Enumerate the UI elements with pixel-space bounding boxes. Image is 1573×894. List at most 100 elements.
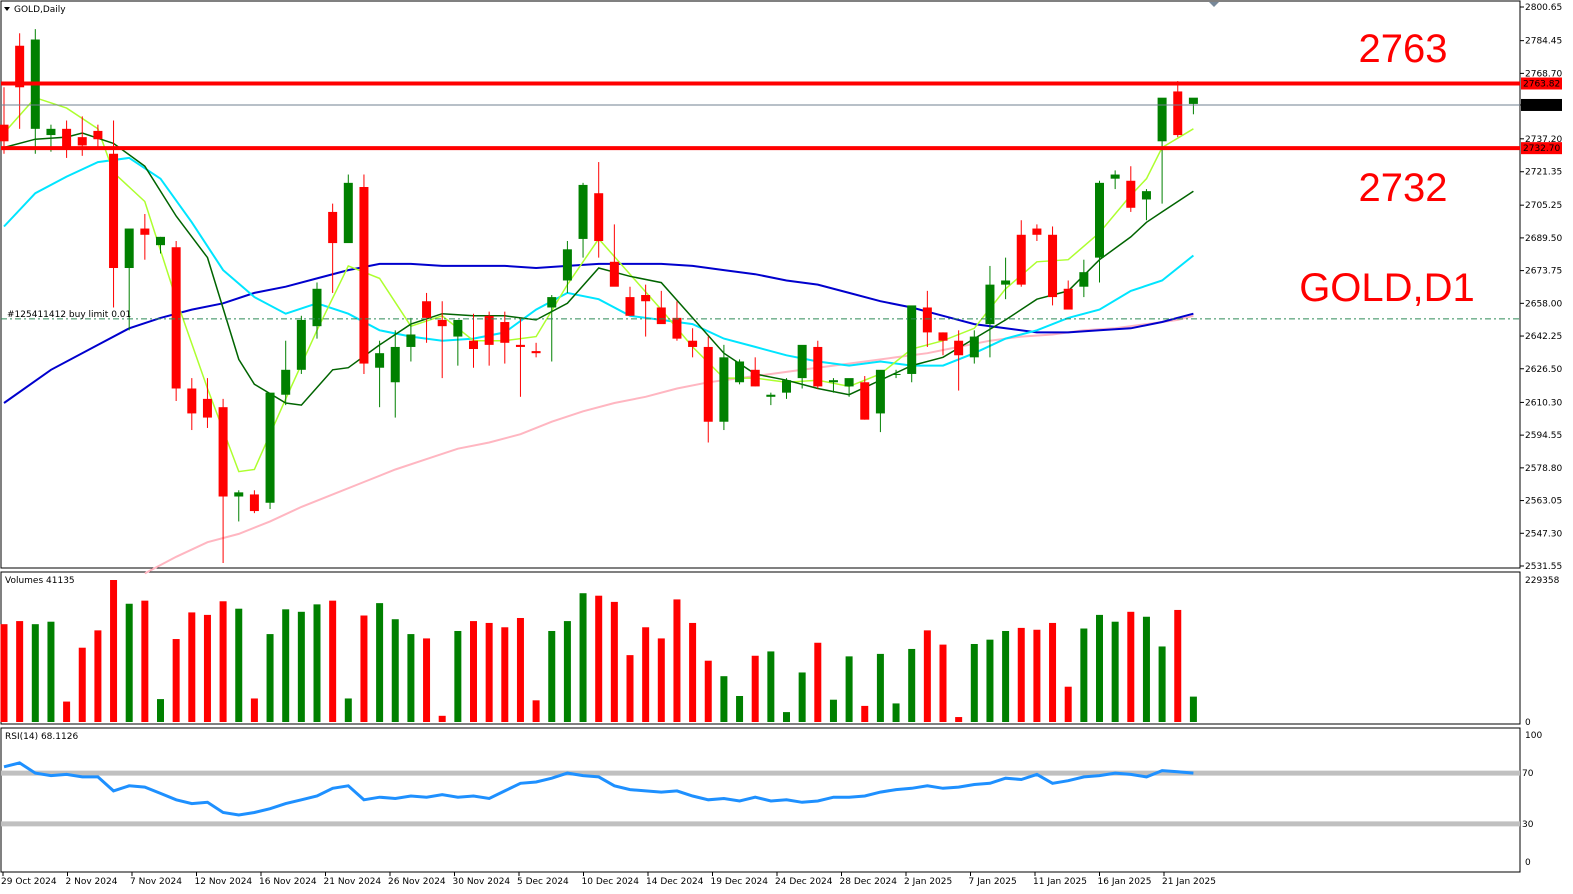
volume-bar[interactable]: [657, 638, 665, 722]
candle-body[interactable]: [609, 261, 619, 287]
candle-body[interactable]: [985, 284, 995, 325]
volume-bar[interactable]: [814, 642, 822, 722]
candle-body[interactable]: [562, 249, 572, 281]
candle-body[interactable]: [1063, 288, 1073, 310]
candle-body[interactable]: [453, 319, 463, 337]
volume-bar[interactable]: [188, 612, 196, 722]
candle-body[interactable]: [469, 340, 478, 350]
volume-bar[interactable]: [110, 580, 118, 722]
volume-bar[interactable]: [939, 644, 947, 722]
candle-body[interactable]: [93, 130, 103, 140]
candle-body[interactable]: [547, 297, 557, 308]
volume-bar[interactable]: [861, 705, 869, 722]
candle-body[interactable]: [1173, 91, 1183, 136]
volume-bar[interactable]: [1127, 611, 1135, 722]
candle-body[interactable]: [750, 369, 760, 387]
candle-body[interactable]: [797, 344, 807, 379]
volume-bar[interactable]: [282, 609, 290, 722]
candle-body[interactable]: [187, 388, 197, 414]
volume-bar[interactable]: [141, 600, 149, 722]
volume-bar[interactable]: [610, 601, 618, 722]
volume-bar[interactable]: [1002, 630, 1010, 722]
volume-bar[interactable]: [1064, 686, 1072, 722]
volume-bar[interactable]: [579, 593, 587, 722]
volume-bar[interactable]: [407, 634, 415, 722]
candle-body[interactable]: [124, 228, 134, 269]
volume-bar[interactable]: [313, 604, 321, 722]
volume-bar[interactable]: [642, 627, 650, 722]
candle-body[interactable]: [703, 346, 713, 422]
volume-bar[interactable]: [673, 599, 681, 722]
volume-bar[interactable]: [485, 622, 493, 722]
candle-body[interactable]: [844, 378, 854, 387]
volume-bar[interactable]: [626, 655, 634, 722]
candle-body[interactable]: [15, 45, 25, 88]
candle-body[interactable]: [688, 340, 698, 347]
candle-body[interactable]: [202, 398, 212, 418]
candle-body[interactable]: [1157, 97, 1167, 142]
volume-bar[interactable]: [501, 627, 509, 722]
candle-body[interactable]: [296, 319, 306, 370]
candle-body[interactable]: [719, 357, 729, 422]
volume-bar[interactable]: [751, 655, 759, 722]
candle-body[interactable]: [77, 137, 87, 146]
volume-bar[interactable]: [438, 715, 446, 722]
candle-body[interactable]: [1032, 228, 1042, 235]
volume-bar[interactable]: [1033, 629, 1041, 722]
candle-body[interactable]: [1001, 280, 1011, 285]
candle-body[interactable]: [954, 340, 964, 356]
volume-bar[interactable]: [297, 611, 305, 722]
dropdown-arrow-icon[interactable]: [4, 7, 10, 11]
candle-body[interactable]: [875, 369, 885, 414]
candle-body[interactable]: [672, 317, 682, 339]
candle-body[interactable]: [0, 124, 9, 142]
volume-bar[interactable]: [736, 695, 744, 722]
candle-body[interactable]: [265, 392, 275, 503]
candle-body[interactable]: [437, 319, 447, 327]
volume-bar[interactable]: [78, 647, 86, 722]
volume-bar[interactable]: [845, 656, 853, 722]
volume-bar[interactable]: [31, 624, 39, 722]
volume-bar[interactable]: [548, 630, 556, 722]
candle-body[interactable]: [1016, 234, 1026, 285]
volume-bar[interactable]: [266, 634, 274, 722]
volume-bar[interactable]: [47, 621, 55, 722]
candle-body[interactable]: [766, 394, 776, 397]
candle-body[interactable]: [390, 346, 400, 383]
candle-body[interactable]: [249, 494, 259, 512]
volume-bar[interactable]: [16, 621, 24, 722]
volume-bar[interactable]: [172, 639, 180, 722]
volume-bar[interactable]: [1049, 622, 1057, 722]
volume-bar[interactable]: [1080, 628, 1088, 722]
candle-body[interactable]: [907, 305, 917, 374]
candle-body[interactable]: [531, 351, 541, 354]
volume-bar[interactable]: [798, 672, 806, 722]
candle-body[interactable]: [140, 228, 150, 235]
candle-body[interactable]: [281, 369, 291, 395]
volume-bar[interactable]: [329, 600, 337, 722]
volume-panel[interactable]: [0, 571, 1521, 725]
candle-body[interactable]: [938, 332, 948, 341]
volume-bar[interactable]: [1111, 621, 1119, 722]
candle-body[interactable]: [62, 128, 72, 150]
volume-bar[interactable]: [344, 698, 352, 722]
candle-body[interactable]: [641, 295, 651, 302]
volume-bar[interactable]: [970, 643, 978, 722]
scroll-marker-icon[interactable]: [1209, 2, 1219, 7]
candle-body[interactable]: [813, 346, 823, 387]
volume-bar[interactable]: [1174, 609, 1182, 722]
candle-body[interactable]: [1110, 174, 1120, 179]
volume-bar[interactable]: [955, 717, 963, 722]
volume-bar[interactable]: [563, 621, 571, 722]
candle-body[interactable]: [735, 361, 745, 383]
volume-bar[interactable]: [1017, 627, 1025, 722]
candle-body[interactable]: [1141, 191, 1151, 200]
volume-bar[interactable]: [892, 703, 900, 722]
candle-body[interactable]: [828, 380, 838, 383]
candle-body[interactable]: [343, 182, 353, 244]
candle-body[interactable]: [1048, 234, 1058, 298]
volume-bar[interactable]: [908, 648, 916, 722]
volume-bar[interactable]: [470, 621, 477, 722]
candle-body[interactable]: [1079, 272, 1089, 287]
candle-body[interactable]: [484, 315, 494, 345]
